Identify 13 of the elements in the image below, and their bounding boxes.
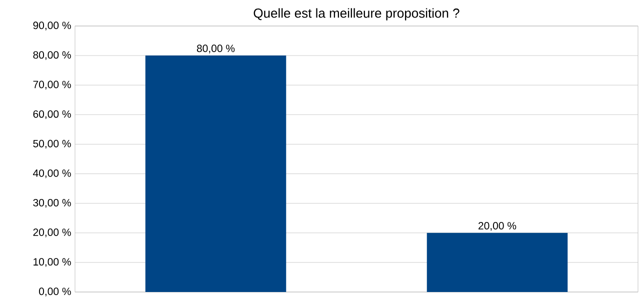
chart-title: Quelle est la meilleure proposition ?: [254, 8, 460, 20]
y-tick-label: 0,00 %: [39, 288, 71, 296]
y-tick-label: 50,00 %: [33, 140, 71, 149]
y-tick-label: 90,00 %: [33, 22, 71, 30]
data-label: 20,00 %: [478, 222, 516, 231]
y-tick-label: 10,00 %: [34, 258, 71, 267]
y-tick-label: 80,00 %: [33, 51, 71, 60]
y-tick-label: 60,00 %: [33, 110, 71, 120]
y-tick-label: 30,00 %: [33, 199, 71, 208]
y-tick-label: 40,00 %: [33, 169, 71, 178]
y-tick-label: 20,00 %: [33, 228, 71, 238]
data-label: 80,00 %: [196, 44, 235, 54]
y-tick-label: 70,00 %: [33, 80, 71, 90]
